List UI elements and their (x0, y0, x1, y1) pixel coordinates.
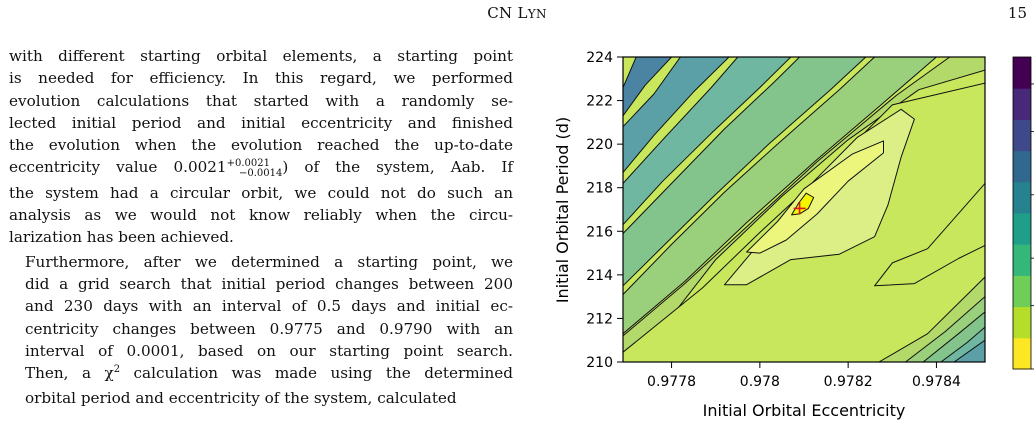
text-line-chi2: Then, a χ2 calculation was made using th… (9, 362, 513, 387)
contour-band-0-014 (623, 57, 792, 226)
plot-frame (622, 56, 986, 363)
x-axis-label: Initial Orbital Eccentricity (703, 401, 906, 420)
text-line: Furthermore, after we determined a start… (25, 252, 513, 271)
text-line-eccentricity: eccentricity value 0.0021+0.0021−0.0014)… (9, 156, 513, 181)
contour-band-0-016b (953, 339, 985, 362)
text-line: interval of 0.0001, based on our startin… (25, 341, 513, 360)
contour-chart: 0.9778 0.978 0.9782 0.9784 2102122142162182… (553, 50, 1034, 420)
y-tick-label: 214 (586, 268, 613, 284)
contour-band-0-002 (746, 140, 884, 254)
text-line: larization has been achieved. (9, 228, 234, 247)
text-fragment: Then, a χ (25, 364, 114, 383)
y-tick-label: 216 (586, 224, 613, 240)
y-axis: 210 212 214 216 218 220 222 224 (586, 50, 623, 371)
y-tick-label: 222 (586, 94, 613, 110)
text-fragment: calculation was made using the determine… (120, 364, 514, 383)
y-tick-label: 224 (586, 50, 613, 66)
colorbar-segment (1013, 275, 1031, 308)
y-tick-label: 218 (586, 181, 613, 197)
running-title-smallcaps: YN (527, 7, 547, 21)
colorbar-segment (1013, 244, 1031, 276)
text-line: analysis as we would not know reliably w… (9, 206, 513, 225)
superscript: 2 (113, 364, 121, 376)
running-title: CN LYN (0, 4, 1034, 22)
text-line: orbital period and eccentricity of the s… (25, 389, 457, 408)
text-line: centricity changes between 0.9775 and 0.… (25, 319, 513, 338)
text-line: did a grid search that initial period ch… (25, 274, 513, 293)
page-header: CN LYN 15 (0, 4, 1034, 26)
running-title-main: CN L (487, 4, 528, 22)
body-text-column: with different starting orbital elements… (9, 45, 513, 410)
text-line: the evolution when the evolution reached… (9, 136, 513, 155)
text-fragment: ) of the system, Aab. If (282, 158, 513, 177)
colorbar-frame (1012, 56, 1032, 370)
text-line: with different starting orbital elements… (9, 47, 513, 65)
plot-area (623, 57, 985, 362)
text-line: evolution calculations that started with… (9, 91, 513, 110)
colorbar-segment (1013, 213, 1031, 245)
text-line: and 230 days with an interval of 0.5 day… (25, 297, 513, 316)
contour-band-0-016 (623, 57, 730, 173)
contour-band-0-010 (623, 57, 937, 335)
y-axis-label: Initial Orbital Period (d) (553, 117, 572, 303)
contour-band-0-012 (623, 57, 867, 287)
colorbar: 0.0000.0040.0070.0110.0150.018 (1012, 56, 1034, 370)
x-tick-label: 0.978 (740, 374, 780, 390)
text-line: lected initial period and initial eccent… (9, 113, 513, 132)
y-tick-label: 212 (586, 311, 613, 327)
colorbar-segment (1013, 119, 1031, 152)
subscript: −0.0014 (238, 168, 283, 180)
colorbar-segment (1013, 181, 1031, 214)
paragraph-2: Furthermore, after we determined a start… (9, 251, 513, 410)
text-line: the system had a circular orbit, we coul… (9, 183, 513, 202)
x-tick-label: 0.9782 (824, 374, 873, 390)
minimum-marker (793, 202, 806, 215)
contour-figure: 0.9778 0.978 0.9782 0.9784 210 212 214 216 218 2… (540, 40, 1034, 445)
colorbar-segment (1013, 306, 1031, 339)
superscript: +0.0021 (226, 158, 270, 170)
colorbar-segment (1013, 150, 1031, 183)
colorbar-segment (1013, 88, 1031, 120)
text-line: is needed for efficiency. In this regard… (9, 69, 513, 88)
contour-band-0-018 (623, 57, 673, 117)
paragraph-1: with different starting orbital elements… (9, 45, 513, 249)
page-number: 15 (1007, 4, 1027, 22)
x-tick-label: 0.9784 (912, 374, 961, 390)
x-tick-label: 0.9778 (647, 374, 696, 390)
y-tick-label: 210 (586, 355, 613, 371)
text-fragment: eccentricity value 0.0021 (9, 158, 227, 177)
x-axis: 0.9778 0.978 0.9782 0.9784 (647, 362, 961, 390)
y-tick-label: 220 (586, 137, 613, 153)
colorbar-segment (1013, 57, 1031, 89)
colorbar-segment (1013, 337, 1031, 370)
